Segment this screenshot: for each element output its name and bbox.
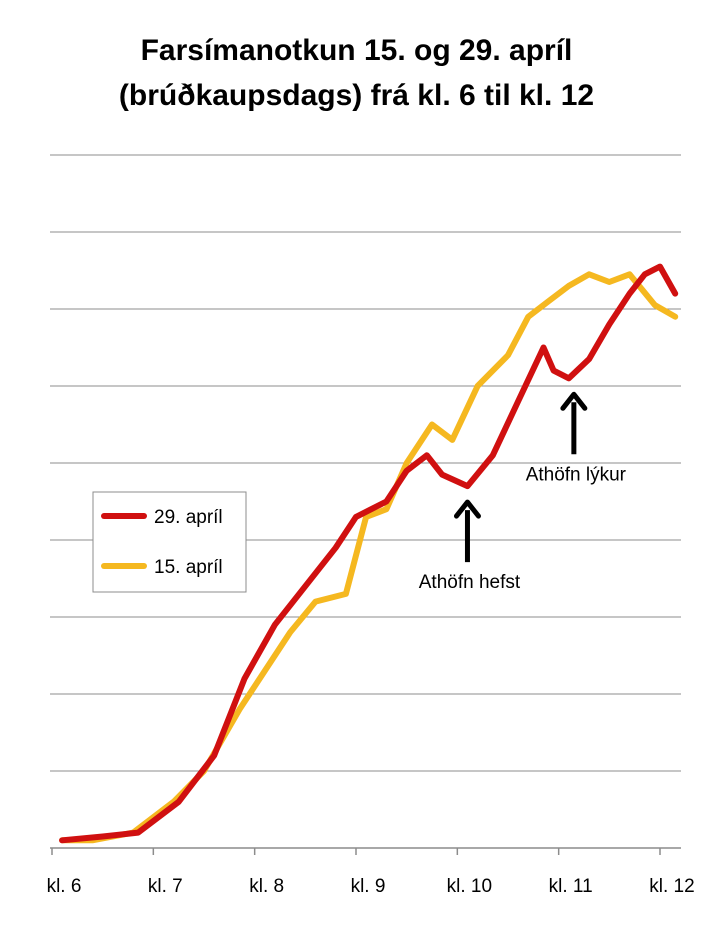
- annotation-arrow-head-1: [560, 391, 588, 411]
- x-axis: kl. 6 kl. 7 kl. 8 kl. 9 kl. 10 kl. 11 kl. 12: [47, 847, 695, 897]
- x-tick-label-5: kl. 11: [549, 876, 593, 897]
- legend-box: [92, 491, 247, 593]
- series-lines: [59, 263, 679, 844]
- annotation-arrow-head-0: [453, 499, 481, 519]
- legend-label-0: 29. apríl: [154, 507, 223, 528]
- annotation-label-0: Athöfn hefst: [419, 572, 521, 593]
- legend: 29. apríl 15. apríl: [92, 491, 247, 593]
- x-tick-label-2: kl. 8: [249, 876, 284, 897]
- annotation-label-1: Athöfn lýkur: [526, 464, 627, 485]
- chart-title-line-1: Farsímanotkun 15. og 29. apríl: [140, 34, 573, 67]
- series-line-0: [59, 263, 679, 844]
- gridlines: [50, 154, 681, 772]
- x-tick-label-6: kl. 12: [649, 876, 694, 897]
- chart-title: Farsímanotkun 15. og 29. apríl (brúðkaup…: [0, 28, 713, 118]
- x-tick-label-4: kl. 10: [447, 876, 492, 897]
- annotations: Athöfn hefst Athöfn lýkur: [419, 391, 627, 593]
- x-tick-label-3: kl. 9: [351, 876, 386, 897]
- x-tick-label-0: kl. 6: [47, 876, 82, 897]
- x-tick-label-1: kl. 7: [148, 876, 183, 897]
- chart-title-line-2: (brúðkaupsdags) frá kl. 6 til kl. 12: [118, 79, 595, 112]
- legend-label-1: 15. apríl: [154, 557, 223, 578]
